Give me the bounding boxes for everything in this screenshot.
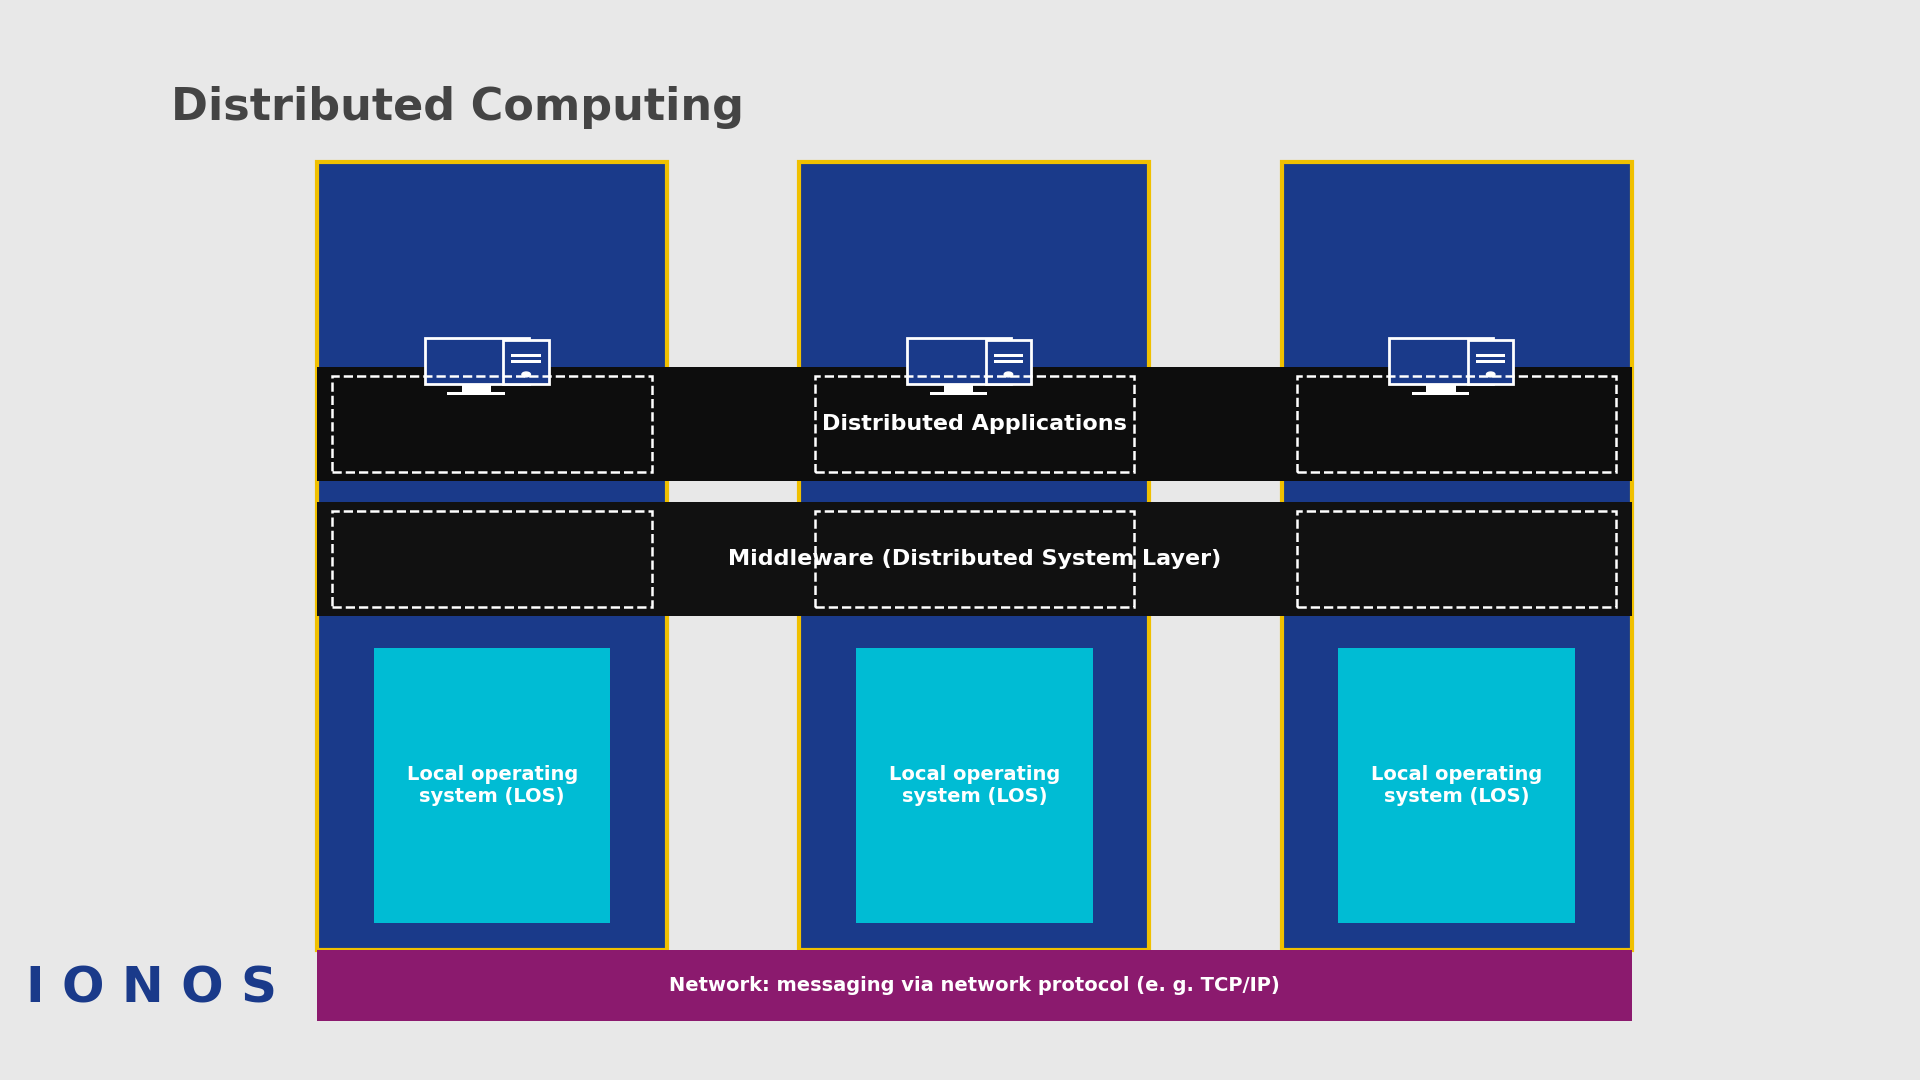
Bar (317, 950, 1632, 1021)
Bar (856, 648, 1092, 923)
Bar (995, 354, 1023, 357)
Text: Distributed Applications: Distributed Applications (822, 414, 1127, 434)
Text: Local operating
system (LOS): Local operating system (LOS) (1371, 766, 1542, 806)
Bar (332, 511, 653, 607)
Bar (814, 511, 1135, 607)
Bar (463, 384, 492, 392)
Bar (1338, 648, 1574, 923)
Bar (945, 384, 973, 392)
Bar (1476, 360, 1505, 363)
Bar (424, 338, 528, 384)
Bar (814, 376, 1135, 472)
Bar (317, 367, 1632, 481)
Text: I O N O S: I O N O S (27, 964, 276, 1012)
Text: Local operating
system (LOS): Local operating system (LOS) (889, 766, 1060, 806)
Bar (374, 648, 611, 923)
Bar (447, 392, 505, 395)
FancyBboxPatch shape (317, 162, 666, 950)
Bar (906, 338, 1010, 384)
Circle shape (1004, 372, 1012, 377)
FancyBboxPatch shape (799, 162, 1150, 950)
Bar (317, 502, 1632, 616)
FancyBboxPatch shape (1283, 162, 1632, 950)
Bar (1427, 384, 1455, 392)
Bar (1469, 340, 1513, 384)
Bar (511, 354, 541, 357)
Bar (1476, 354, 1505, 357)
Bar (457, 950, 528, 1021)
Bar (1388, 338, 1494, 384)
Bar (985, 340, 1031, 384)
Bar (332, 376, 653, 472)
Bar (511, 360, 541, 363)
Bar (1411, 392, 1469, 395)
Text: Local operating
system (LOS): Local operating system (LOS) (407, 766, 578, 806)
Bar (995, 360, 1023, 363)
Text: Distributed Computing: Distributed Computing (171, 86, 743, 130)
Bar (1296, 376, 1617, 472)
Text: Middleware (Distributed System Layer): Middleware (Distributed System Layer) (728, 549, 1221, 569)
Bar (1296, 511, 1617, 607)
Bar (929, 392, 987, 395)
Text: Network: messaging via network protocol (e. g. TCP/IP): Network: messaging via network protocol … (668, 976, 1281, 995)
Bar (939, 950, 1010, 1021)
Circle shape (1486, 372, 1496, 377)
Bar (1421, 950, 1492, 1021)
Circle shape (522, 372, 530, 377)
Bar (503, 340, 549, 384)
